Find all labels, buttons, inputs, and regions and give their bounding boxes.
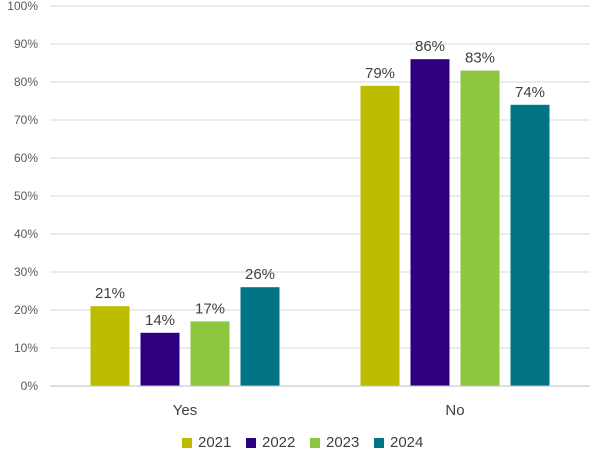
category-label-yes: Yes xyxy=(173,402,197,419)
bar-2022-no xyxy=(410,59,450,386)
legend-label-2024: 2024 xyxy=(390,434,423,451)
bar-2024-yes xyxy=(240,287,280,386)
bar-2021-no xyxy=(360,85,400,387)
legend-swatch-2024 xyxy=(374,438,384,448)
legend-swatch-2021 xyxy=(182,438,192,448)
bars xyxy=(90,59,550,387)
legend-label-2023: 2023 xyxy=(326,434,359,451)
legend-swatch-2023 xyxy=(310,438,320,448)
legend-swatch-2022 xyxy=(246,438,256,448)
gridlines xyxy=(50,5,590,349)
data-label-2023-no: 83% xyxy=(465,50,495,67)
category-labels: Yes No xyxy=(173,402,465,419)
y-tick-label: 70% xyxy=(14,113,38,127)
data-label-2022-yes: 14% xyxy=(145,312,175,329)
data-label-2022-no: 86% xyxy=(415,38,445,55)
category-label-no: No xyxy=(445,402,464,419)
data-labels: 21% 14% 17% 26% 79% 86% 83% 74% xyxy=(95,38,545,329)
legend-label-2021: 2021 xyxy=(198,434,231,451)
bar-2022-yes xyxy=(140,332,180,386)
y-tick-label: 0% xyxy=(21,379,39,393)
data-label-2024-yes: 26% xyxy=(245,266,275,283)
data-label-2024-no: 74% xyxy=(515,84,545,101)
bar-2023-no xyxy=(460,70,500,386)
data-label-2021-yes: 21% xyxy=(95,285,125,302)
bar-2024-no xyxy=(510,104,550,387)
bar-2021-yes xyxy=(90,306,130,386)
y-tick-label: 80% xyxy=(14,75,38,89)
y-tick-label: 100% xyxy=(7,0,38,13)
y-axis-tick-labels: 0% 10% 20% 30% 40% 50% 60% 70% 80% 90% 100% xyxy=(7,0,38,393)
y-tick-label: 90% xyxy=(14,37,38,51)
y-tick-label: 10% xyxy=(14,341,38,355)
legend: 2021 2022 2023 2024 xyxy=(182,434,423,451)
legend-label-2022: 2022 xyxy=(262,434,295,451)
y-tick-label: 20% xyxy=(14,303,38,317)
y-tick-label: 60% xyxy=(14,151,38,165)
data-label-2021-no: 79% xyxy=(365,65,395,82)
y-tick-label: 30% xyxy=(14,265,38,279)
y-tick-label: 40% xyxy=(14,227,38,241)
data-label-2023-yes: 17% xyxy=(195,300,225,317)
y-tick-label: 50% xyxy=(14,189,38,203)
bar-2023-yes xyxy=(190,321,230,386)
